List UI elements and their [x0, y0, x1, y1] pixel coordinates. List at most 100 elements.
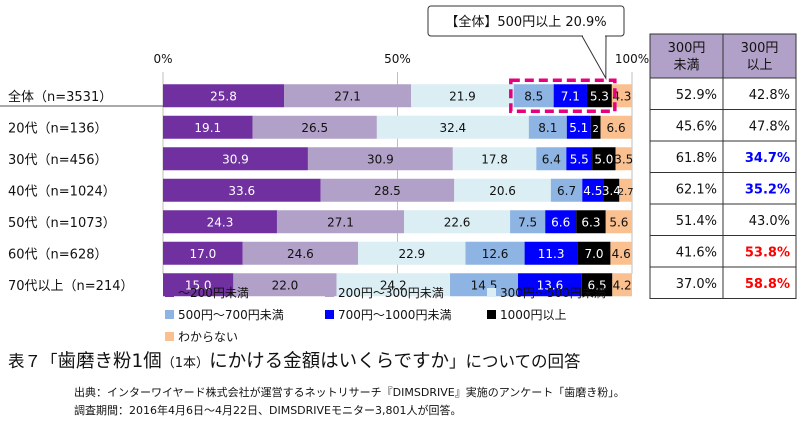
bar-segment	[510, 210, 546, 234]
data-label: 27.1	[334, 89, 361, 103]
table-value: 35.2%	[745, 182, 790, 197]
table-cell	[722, 266, 797, 299]
bar-segment	[577, 241, 611, 265]
data-label: 15.0	[185, 278, 212, 292]
bar-segment	[603, 178, 620, 202]
bar-segment	[376, 115, 529, 139]
table-value: 61.8%	[676, 151, 717, 166]
legend-label: わからない	[178, 330, 238, 344]
table-cell	[722, 203, 797, 236]
caption-suffix: 」についての回答	[449, 352, 581, 371]
data-label: 2.7	[618, 187, 634, 198]
category-label: 60代（n=628）	[8, 247, 108, 262]
callout-pointer	[581, 35, 607, 81]
table-cell	[722, 140, 797, 173]
data-label: 3.5	[614, 152, 633, 166]
table-value: 47.8%	[749, 119, 790, 134]
data-label: 7.5	[518, 215, 537, 229]
table-value: 53.8%	[745, 245, 790, 260]
table-value: 58.8%	[745, 277, 790, 292]
table-header-text: 300円	[741, 41, 779, 56]
data-label: 6.6	[551, 215, 570, 229]
bar-segment	[336, 273, 451, 297]
survey-period-line: 調査期間：2016年4月6日～4月22日、DIMSDRIVEモニター3,801人…	[74, 404, 462, 417]
data-label: 6.7	[557, 184, 576, 198]
data-label: 4.5	[583, 184, 602, 198]
data-label: 5.5	[570, 152, 589, 166]
bar-segment	[581, 273, 613, 297]
data-label: 4.3	[612, 89, 631, 103]
bar-segment	[163, 115, 253, 139]
bar-segment	[404, 210, 511, 234]
table-header-text: 以上	[746, 58, 772, 73]
legend-swatch	[165, 288, 174, 297]
bar-segment	[163, 178, 321, 202]
bar-segment	[605, 210, 632, 234]
table-cell	[649, 77, 724, 110]
callout-bubble	[427, 5, 625, 37]
category-label: 70代以上（n=214）	[8, 279, 134, 294]
data-label: 7.1	[561, 89, 580, 103]
legend-label: 1000円以上	[500, 308, 567, 322]
bar-segment	[163, 241, 243, 265]
bar-segment	[320, 178, 455, 202]
bar-segment	[550, 178, 583, 202]
x-tick-label: 0%	[153, 52, 172, 66]
category-label: 全体（n=3531）	[8, 89, 112, 105]
data-label: 13.6	[537, 278, 564, 292]
legend-swatch	[487, 310, 496, 319]
data-label: 8.1	[538, 121, 557, 135]
bar-segment	[276, 210, 405, 234]
bar-segment	[465, 241, 525, 265]
data-label: 17.0	[190, 247, 217, 261]
data-label: 5.6	[609, 215, 628, 229]
table-cell	[649, 140, 724, 173]
bar-segment	[615, 147, 632, 171]
data-label: 21.9	[449, 89, 476, 103]
table-value: 52.9%	[676, 88, 717, 103]
category-label: 40代（n=1024）	[8, 184, 116, 199]
category-label: 20代（n=136）	[8, 121, 108, 136]
bar-segment	[163, 147, 308, 171]
data-label: 24.2	[380, 278, 407, 292]
bar-segment	[233, 273, 337, 297]
stacked-bar-chart: 0% 50% 100% 全体（n=3531） 25.8 27.1 21.9 8.5 7.1 5.3…	[0, 5, 797, 344]
data-label: 5.0	[594, 152, 613, 166]
data-label: 28.5	[374, 184, 401, 198]
data-label: 4.2	[613, 278, 632, 292]
category-label: 50代（n=1073）	[8, 216, 116, 231]
callout-text: 【全体】500円以上 20.9%	[445, 14, 606, 30]
data-label: 20.6	[489, 184, 516, 198]
table-cell	[722, 172, 797, 205]
table-cell	[722, 109, 797, 142]
data-label: 5.3	[590, 89, 609, 103]
legend-label: 700円～1000円未満	[338, 308, 451, 322]
data-label: 7.0	[584, 247, 603, 261]
data-label: 22.0	[272, 278, 299, 292]
legend-swatch	[325, 288, 334, 297]
bar-segment	[307, 147, 453, 171]
bar-segment	[524, 241, 578, 265]
x-tick-label: 100%	[615, 52, 649, 66]
table-value: 51.4%	[676, 214, 717, 229]
data-label: 30.9	[367, 152, 394, 166]
figure-caption: 表７「歯磨き粉1個（1本）にかける金額はいくらですか」についての回答	[8, 347, 581, 373]
table-value: 42.8%	[749, 88, 790, 103]
bar-segment	[566, 115, 591, 139]
table-value: 41.6%	[676, 245, 717, 260]
data-label: 6.5	[588, 278, 607, 292]
caption-main-2: にかける金額はいくらですか	[209, 351, 450, 372]
bar-segment	[452, 147, 537, 171]
data-label: 2	[592, 124, 598, 135]
x-tick-label: 50%	[384, 52, 411, 66]
bar-segment	[536, 147, 567, 171]
table-header-text: 未満	[673, 58, 699, 73]
table-cell	[722, 77, 797, 110]
bar-segment	[553, 84, 587, 108]
bar-segment	[611, 84, 632, 108]
bar-segment	[284, 84, 412, 108]
bar-segment	[513, 84, 554, 108]
table-value: 34.7%	[745, 151, 790, 166]
bar-segment	[592, 147, 616, 171]
data-label: 8.5	[524, 89, 543, 103]
